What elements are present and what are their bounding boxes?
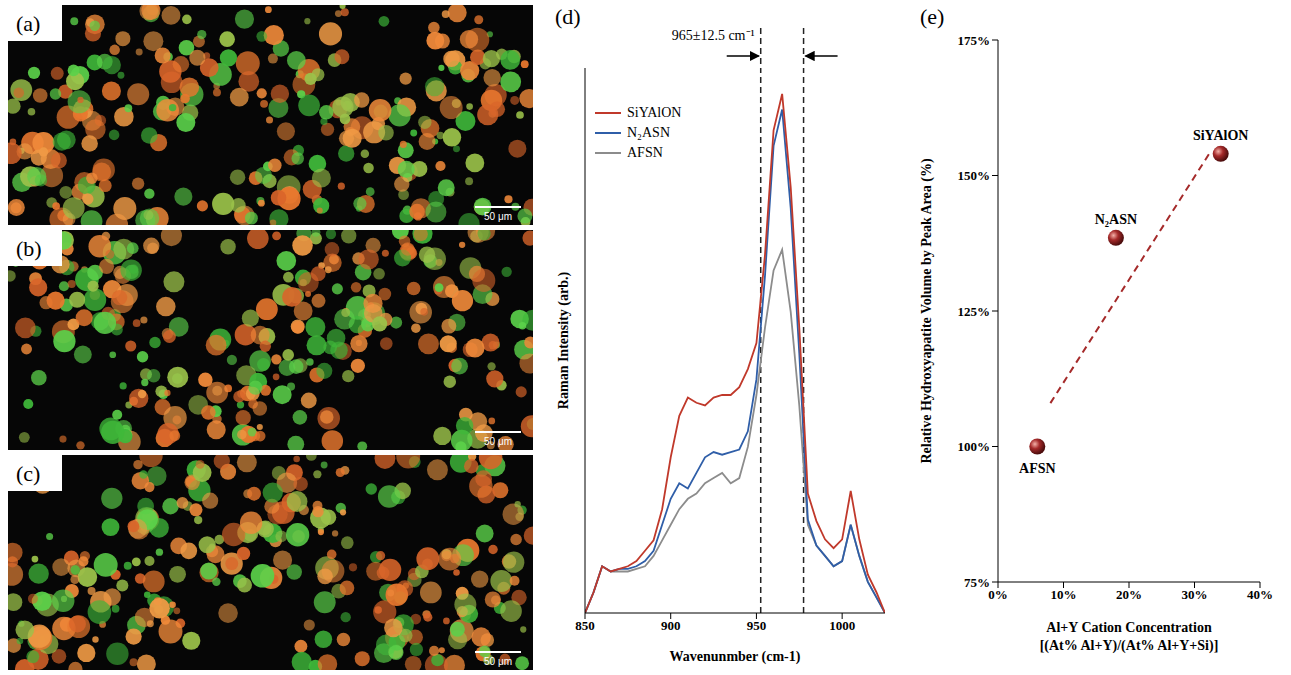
svg-text:50 μm: 50 μm bbox=[484, 656, 512, 667]
html-text:Al+Y Cation Concentration: Al+Y Cation Concentration bbox=[1046, 620, 1212, 635]
svg-text:N₂ASN: N₂ASN bbox=[1095, 212, 1137, 227]
svg-text:75%: 75% bbox=[964, 575, 990, 590]
svg-text:(a): (a) bbox=[16, 11, 40, 36]
html-text:AFSN: AFSN bbox=[627, 145, 663, 160]
svg-text:AFSN: AFSN bbox=[1019, 461, 1056, 476]
svg-text:10%: 10% bbox=[1051, 587, 1077, 602]
html-text:[(At% Al+Y)/(At% Al+Y+Si)]: [(At% Al+Y)/(At% Al+Y+Si)] bbox=[1039, 638, 1219, 653]
svg-text:900: 900 bbox=[661, 618, 681, 633]
svg-text:40%: 40% bbox=[1247, 587, 1273, 602]
html-text:(e): (e) bbox=[920, 4, 945, 29]
html-text:SiYAlON: SiYAlON bbox=[627, 105, 682, 120]
svg-text:(b): (b) bbox=[16, 236, 42, 261]
svg-text:30%: 30% bbox=[1182, 587, 1208, 602]
svg-text:20%: 20% bbox=[1116, 587, 1142, 602]
svg-text:Wavenunmber (cm-1): Wavenunmber (cm-1) bbox=[670, 649, 801, 665]
svg-text:150%: 150% bbox=[958, 168, 991, 183]
svg-text:850: 850 bbox=[575, 618, 595, 633]
svg-text:(c): (c) bbox=[16, 461, 40, 486]
svg-text:0%: 0% bbox=[988, 587, 1008, 602]
svg-text:50 μm: 50 μm bbox=[484, 436, 512, 447]
svg-text:175%: 175% bbox=[958, 33, 991, 48]
svg-text:50 μm: 50 μm bbox=[484, 211, 512, 222]
svg-text:125%: 125% bbox=[958, 304, 991, 319]
svg-text:Relative Hydroxyapatite Volume: Relative Hydroxyapatite Volume by Peak A… bbox=[919, 158, 935, 463]
html-text:(d): (d) bbox=[555, 4, 581, 29]
svg-text:1000: 1000 bbox=[829, 618, 855, 633]
svg-text:965±12.5 cm⁻¹: 965±12.5 cm⁻¹ bbox=[672, 28, 755, 43]
svg-text:950: 950 bbox=[747, 618, 767, 633]
svg-text:100%: 100% bbox=[958, 439, 991, 454]
svg-text:Raman Intensity (arb.): Raman Intensity (arb.) bbox=[556, 272, 572, 410]
svg-text:SiYAlON: SiYAlON bbox=[1193, 128, 1249, 143]
html-text:N₂ASN: N₂ASN bbox=[627, 125, 670, 140]
